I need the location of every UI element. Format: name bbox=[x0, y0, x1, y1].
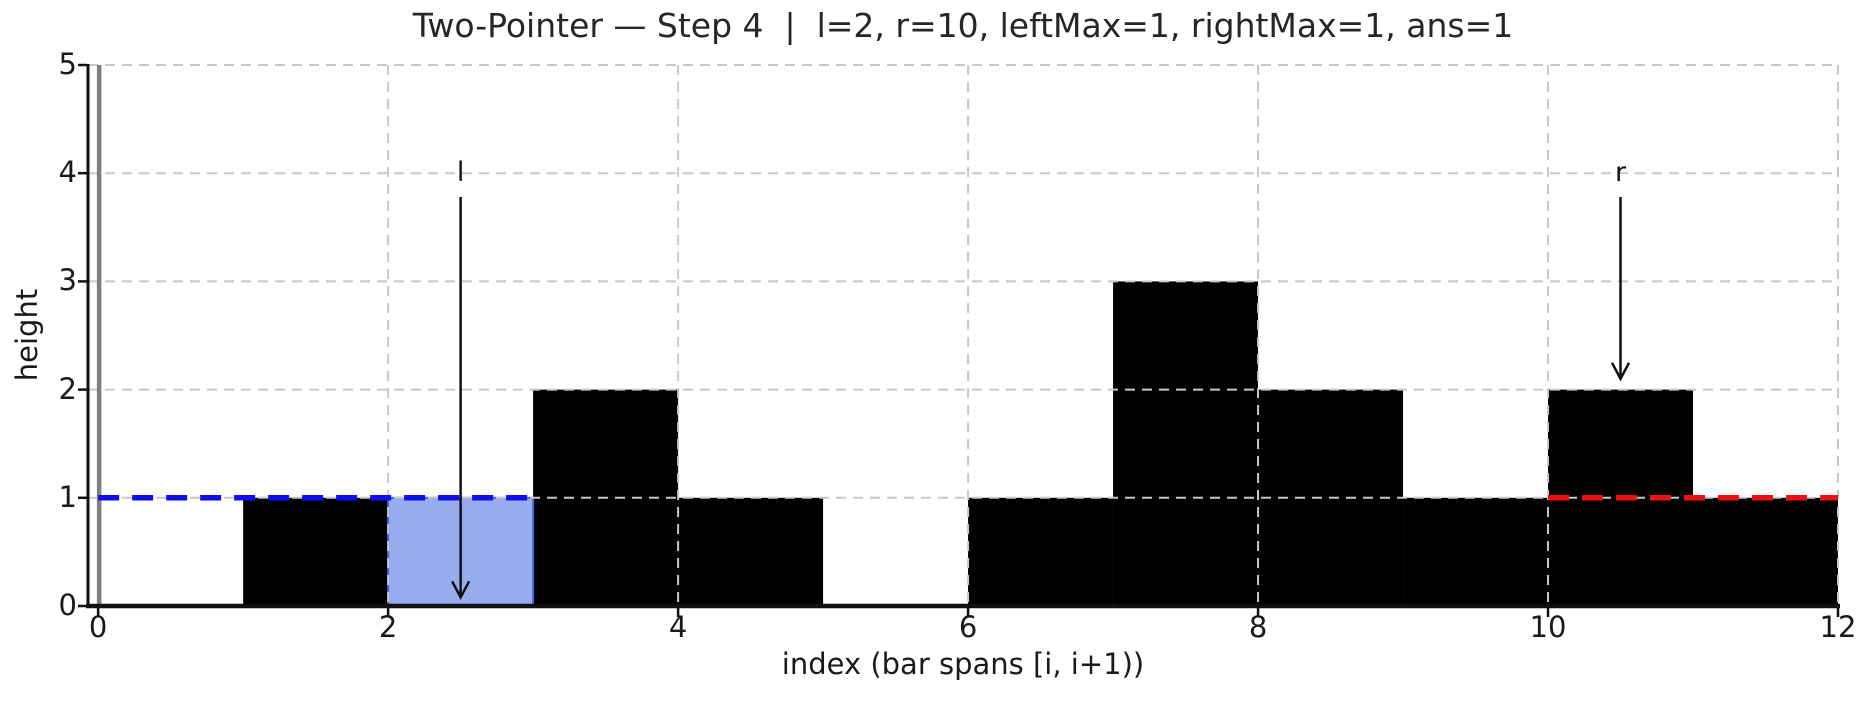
x-tick-label-0: 0 bbox=[88, 610, 108, 644]
y-tick-label-1: 1 bbox=[58, 479, 77, 514]
y-tick-label-5: 5 bbox=[58, 47, 77, 82]
height-bar-11 bbox=[1693, 497, 1838, 606]
height-bar-9 bbox=[1403, 497, 1549, 606]
x-tick-label-10: 10 bbox=[1529, 610, 1567, 644]
height-bar-4 bbox=[678, 497, 824, 606]
x-tick-label-2: 2 bbox=[378, 610, 398, 644]
y-tick-label-0: 0 bbox=[58, 588, 77, 623]
l-pointer-arrowhead bbox=[451, 580, 471, 601]
chart-title: Two-Pointer — Step 4 | l=2, r=10, leftMa… bbox=[412, 6, 1514, 45]
r-pointer-label: r bbox=[1614, 157, 1627, 188]
x-tick-label-4: 4 bbox=[668, 610, 688, 644]
x-tick-label-12: 12 bbox=[1819, 610, 1857, 644]
x-tick-label-6: 6 bbox=[958, 610, 978, 644]
r-pointer-arrowhead bbox=[1610, 362, 1631, 382]
y-tick-label-3: 3 bbox=[58, 263, 77, 298]
height-bar-1 bbox=[243, 497, 389, 606]
height-bar-6 bbox=[968, 497, 1114, 606]
l-pointer-label: l bbox=[456, 157, 465, 188]
x-tick-label-8: 8 bbox=[1248, 610, 1268, 644]
height-bar-7 bbox=[1113, 281, 1259, 606]
y-tick-label-4: 4 bbox=[58, 155, 77, 190]
x-axis-label: index (bar spans [i, i+1)) bbox=[781, 647, 1145, 681]
y-tick-label-2: 2 bbox=[58, 371, 77, 406]
